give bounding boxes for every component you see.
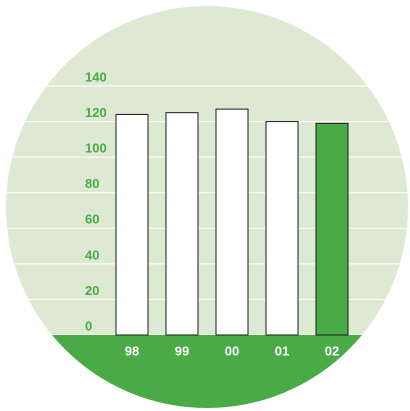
x-tick-label: 00 <box>225 343 239 358</box>
bar <box>215 108 249 336</box>
y-tick-label: 60 <box>85 212 99 227</box>
baseline-band <box>6 335 408 408</box>
y-tick-label: 40 <box>85 247 99 262</box>
bar <box>315 122 349 336</box>
bar <box>265 121 299 336</box>
bar <box>115 113 149 336</box>
x-tick-label: 98 <box>125 343 139 358</box>
y-tick-label: 20 <box>85 283 99 298</box>
y-tick-label: 100 <box>85 141 107 156</box>
y-tick-label: 120 <box>85 105 107 120</box>
x-tick-label: 02 <box>325 343 339 358</box>
x-tick-label: 01 <box>275 343 289 358</box>
x-tick-label: 99 <box>175 343 189 358</box>
bar <box>165 112 199 336</box>
y-tick-label: 140 <box>85 69 107 84</box>
y-tick-label: 0 <box>85 318 92 333</box>
y-tick-label: 80 <box>85 176 99 191</box>
